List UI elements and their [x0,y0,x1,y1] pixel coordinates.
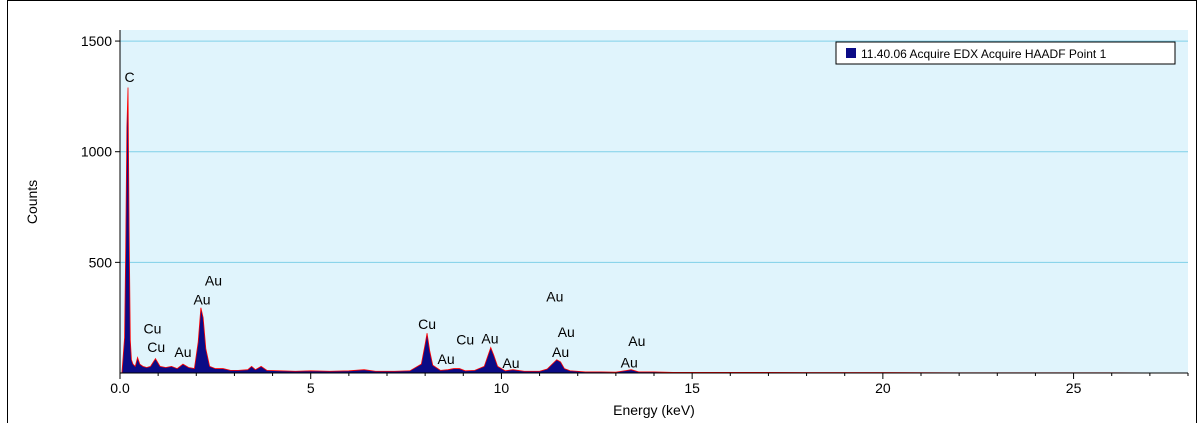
y-ticks: 500 1000 1500 [81,33,120,270]
peak-label: Au [558,324,575,340]
x-tick-label: 0.0 [110,380,130,396]
y-tick-label: 500 [89,254,113,270]
peak-label: Au [552,344,569,360]
x-axis-title: Energy (keV) [613,402,695,418]
plot-area [120,30,1188,373]
peak-label: Au [205,273,222,289]
legend: 11.40.06 Acquire EDX Acquire HAADF Point… [835,41,1176,65]
peak-label: C [124,69,134,85]
x-tick-label: 15 [684,380,700,396]
peak-label: Au [621,354,638,370]
peak-label: Au [481,331,498,347]
gridlines [120,40,1188,263]
peak-label: Cu [418,316,436,332]
x-ticks: 0.0 5 10 15 20 25 [110,373,1189,396]
peak-label: Cu [456,332,474,348]
peak-label: Cu [143,321,161,337]
series-group [121,87,1189,374]
y-tick-label: 1000 [81,144,112,160]
peak-label: Au [193,291,210,307]
legend-swatch [846,48,856,58]
peak-label: Au [628,333,645,349]
peak-label: Au [174,344,191,360]
y-axis-title: Counts [24,180,40,224]
legend-box [835,41,1176,65]
x-tick-label: 5 [307,380,315,396]
peak-label: Au [546,289,563,305]
peak-label: Au [502,355,519,371]
peak-label: Au [438,351,455,367]
y-tick-label: 1500 [81,33,112,49]
spectrum-outline [121,87,1189,374]
x-tick-label: 10 [494,380,510,396]
x-tick-label: 25 [1066,380,1082,396]
legend-label: 11.40.06 Acquire EDX Acquire HAADF Point… [861,47,1107,61]
x-tick-label: 20 [875,380,891,396]
peak-label: Cu [147,339,165,355]
